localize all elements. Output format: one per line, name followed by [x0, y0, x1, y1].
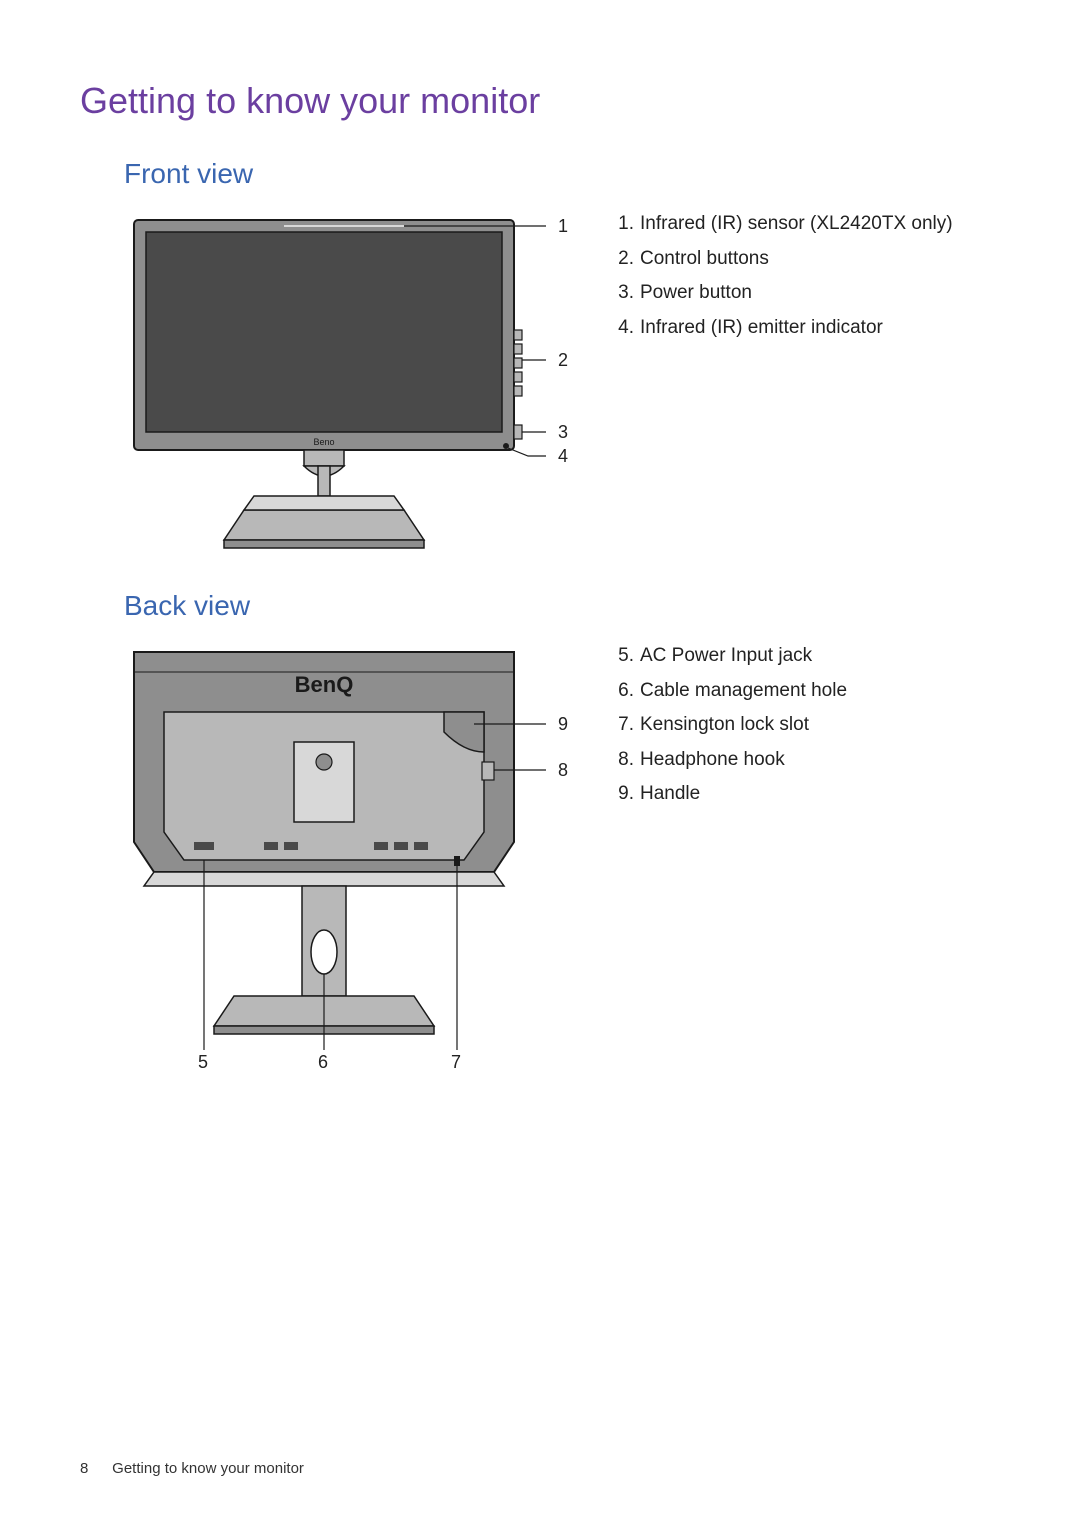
legend-item: 2 Control buttons [614, 245, 1000, 274]
legend-number: 1 [614, 210, 640, 239]
svg-text:BenQ: BenQ [295, 672, 354, 697]
legend-text: Control buttons [640, 245, 1000, 274]
legend-text: Kensington lock slot [640, 711, 1000, 740]
front-view-figure: Beno 1 2 3 4 [124, 210, 584, 570]
legend-text: Power button [640, 279, 1000, 308]
back-view-heading: Back view [124, 590, 1000, 622]
legend-item: 4 Infrared (IR) emitter indicator [614, 314, 1000, 343]
front-callout-2: 2 [558, 350, 568, 371]
back-callout-6: 6 [318, 1052, 328, 1073]
page-number: 8 [80, 1460, 108, 1477]
legend-text: Headphone hook [640, 746, 1000, 775]
page: Getting to know your monitor Front view [0, 0, 1080, 1527]
page-title: Getting to know your monitor [80, 80, 1000, 122]
back-callout-8: 8 [558, 760, 568, 781]
legend-number: 8 [614, 746, 640, 775]
legend-text: AC Power Input jack [640, 642, 1000, 671]
legend-text: Infrared (IR) emitter indicator [640, 314, 1000, 343]
back-view-figure: BenQ [124, 642, 584, 1082]
legend-item: 7 Kensington lock slot [614, 711, 1000, 740]
front-callout-1: 1 [558, 216, 568, 237]
legend-text: Infrared (IR) sensor (XL2420TX only) [640, 210, 1000, 239]
back-view-legend: 5 AC Power Input jack 6 Cable management… [584, 642, 1000, 815]
legend-number: 3 [614, 279, 640, 308]
legend-number: 9 [614, 780, 640, 809]
front-view-section: Beno 1 2 3 4 [124, 210, 1000, 570]
front-callout-3: 3 [558, 422, 568, 443]
monitor-front-svg: Beno [124, 210, 554, 560]
legend-item: 3 Power button [614, 279, 1000, 308]
front-view-heading: Front view [124, 158, 1000, 190]
legend-number: 2 [614, 245, 640, 274]
legend-item: 5 AC Power Input jack [614, 642, 1000, 671]
legend-number: 6 [614, 677, 640, 706]
monitor-back-svg: BenQ [124, 642, 554, 1072]
legend-number: 5 [614, 642, 640, 671]
legend-item: 9 Handle [614, 780, 1000, 809]
legend-item: 1 Infrared (IR) sensor (XL2420TX only) [614, 210, 1000, 239]
legend-text: Handle [640, 780, 1000, 809]
legend-number: 4 [614, 314, 640, 343]
legend-item: 6 Cable management hole [614, 677, 1000, 706]
footer-section-title: Getting to know your monitor [112, 1460, 304, 1477]
legend-item: 8 Headphone hook [614, 746, 1000, 775]
page-footer: 8 Getting to know your monitor [80, 1460, 304, 1477]
back-callout-7: 7 [451, 1052, 461, 1073]
legend-text: Cable management hole [640, 677, 1000, 706]
svg-text:Beno: Beno [313, 437, 334, 447]
back-callout-5: 5 [198, 1052, 208, 1073]
back-view-section: BenQ [124, 642, 1000, 1082]
front-view-legend: 1 Infrared (IR) sensor (XL2420TX only) 2… [584, 210, 1000, 348]
back-callout-9: 9 [558, 714, 568, 735]
front-callout-4: 4 [558, 446, 568, 467]
legend-number: 7 [614, 711, 640, 740]
